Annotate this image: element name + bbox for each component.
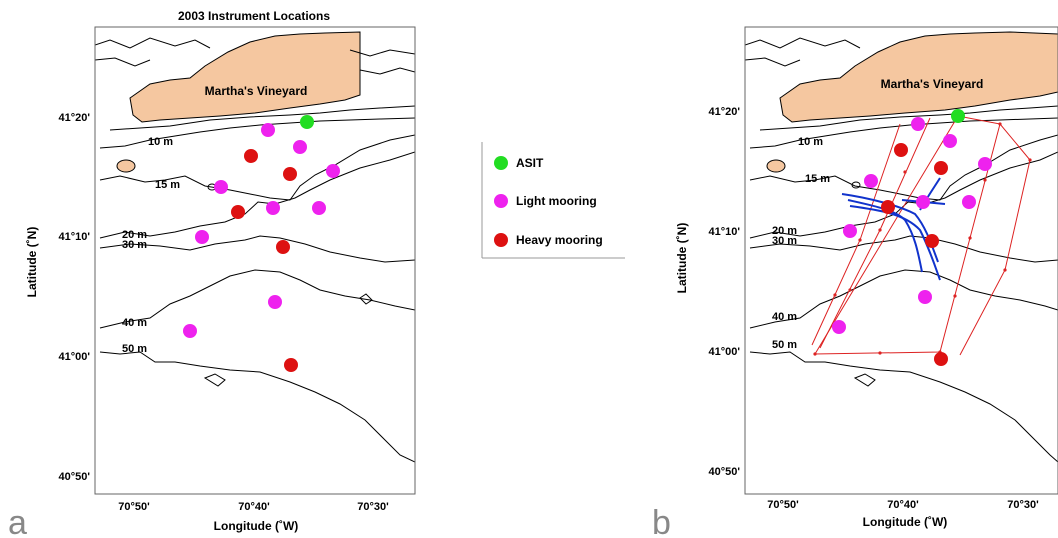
depth-label-40m: 40 m bbox=[122, 317, 147, 329]
light-mooring-marker bbox=[261, 123, 275, 137]
island-label-b: Martha's Vineyard bbox=[881, 77, 984, 91]
depth-label-10m: 10 m bbox=[148, 136, 173, 148]
panel-label-b: b bbox=[652, 504, 671, 538]
heavy-mooring-marker bbox=[276, 240, 290, 254]
y-tick-41-10: 41°10' bbox=[59, 231, 91, 243]
heavy-mooring-marker bbox=[925, 234, 939, 248]
light-mooring-marker bbox=[268, 295, 282, 309]
light-mooring-marker bbox=[293, 140, 307, 154]
panel-a: 2003 Instrument Locations 10 m bbox=[8, 9, 416, 538]
y-tick-41-10-b: 41°10' bbox=[709, 226, 741, 238]
y-axis-label: Latitude (˚N) bbox=[25, 227, 39, 298]
legend-swatch-heavy bbox=[494, 233, 508, 247]
light-mooring-marker bbox=[195, 230, 209, 244]
map-b bbox=[745, 31, 1058, 463]
depth-label-30m: 30 m bbox=[122, 239, 147, 251]
island-marthas-vineyard-b bbox=[779, 31, 1058, 123]
asit-marker bbox=[951, 109, 965, 123]
light-mooring-marker bbox=[326, 164, 340, 178]
depth-label-15m-b: 15 m bbox=[805, 173, 830, 185]
light-mooring-marker bbox=[843, 224, 857, 238]
panel-label-a: a bbox=[8, 504, 27, 538]
x-tick-70-30: 70°30' bbox=[357, 501, 389, 513]
island-marthas-vineyard bbox=[129, 31, 361, 123]
light-mooring-marker bbox=[911, 117, 925, 131]
depth-label-50m-b: 50 m bbox=[772, 339, 797, 351]
light-mooring-marker bbox=[266, 201, 280, 215]
legend-label-heavy: Heavy mooring bbox=[516, 233, 603, 247]
y-axis-label-b: Latitude (˚N) bbox=[675, 223, 689, 294]
heavy-mooring-marker bbox=[231, 205, 245, 219]
heavy-mooring-marker bbox=[881, 200, 895, 214]
depth-label-50m: 50 m bbox=[122, 343, 147, 355]
light-mooring-marker bbox=[916, 195, 930, 209]
light-mooring-marker bbox=[832, 320, 846, 334]
chart-title: 2003 Instrument Locations bbox=[178, 9, 330, 23]
x-tick-70-50-b: 70°50' bbox=[767, 499, 799, 511]
legend-swatch-light bbox=[494, 194, 508, 208]
map-a bbox=[95, 31, 415, 463]
light-mooring-marker bbox=[978, 157, 992, 171]
heavy-mooring-marker bbox=[934, 161, 948, 175]
light-mooring-marker bbox=[183, 324, 197, 338]
depth-label-30m-b: 30 m bbox=[772, 235, 797, 247]
x-tick-70-40: 70°40' bbox=[238, 501, 270, 513]
light-mooring-marker bbox=[864, 174, 878, 188]
legend-label-asit: ASIT bbox=[516, 156, 544, 170]
depth-label-40m-b: 40 m bbox=[772, 311, 797, 323]
heavy-mooring-marker bbox=[894, 143, 908, 157]
light-mooring-marker bbox=[918, 290, 932, 304]
island-label: Martha's Vineyard bbox=[205, 84, 308, 98]
panel-b: 10 m 15 m 20 m 30 m 40 m 50 m Martha's V… bbox=[652, 26, 1058, 538]
y-tick-41-00-b: 41°00' bbox=[709, 346, 741, 358]
light-mooring-marker bbox=[962, 195, 976, 209]
x-tick-70-30-b: 70°30' bbox=[1007, 499, 1039, 511]
drifter-track-blue bbox=[841, 177, 946, 281]
legend-swatch-asit bbox=[494, 156, 508, 170]
y-tick-40-50: 40°50' bbox=[59, 471, 91, 483]
heavy-mooring-marker bbox=[283, 167, 297, 181]
legend-label-light: Light mooring bbox=[516, 194, 597, 208]
x-axis-label-b: Longitude (˚W) bbox=[863, 515, 948, 529]
y-tick-40-50-b: 40°50' bbox=[709, 466, 741, 478]
light-mooring-marker bbox=[312, 201, 326, 215]
x-tick-70-50: 70°50' bbox=[118, 501, 150, 513]
depth-label-10m-b: 10 m bbox=[798, 136, 823, 148]
light-mooring-marker bbox=[214, 180, 228, 194]
asit-marker bbox=[300, 115, 314, 129]
light-mooring-marker bbox=[943, 134, 957, 148]
y-tick-41-00: 41°00' bbox=[59, 351, 91, 363]
y-tick-41-20-b: 41°20' bbox=[709, 106, 741, 118]
x-tick-70-40-b: 70°40' bbox=[887, 499, 919, 511]
heavy-mooring-marker bbox=[244, 149, 258, 163]
legend: ASIT Light mooring Heavy mooring bbox=[481, 142, 625, 259]
map-b-frame bbox=[744, 26, 1058, 495]
heavy-mooring-marker bbox=[284, 358, 298, 372]
y-tick-41-20: 41°20' bbox=[59, 112, 91, 124]
depth-label-20m-b: 20 m bbox=[772, 225, 797, 237]
heavy-mooring-marker bbox=[934, 352, 948, 366]
x-axis-label: Longitude (˚W) bbox=[214, 519, 299, 533]
map-a-frame bbox=[94, 26, 416, 495]
depth-label-15m: 15 m bbox=[155, 179, 180, 191]
depth-label-20m: 20 m bbox=[122, 229, 147, 241]
